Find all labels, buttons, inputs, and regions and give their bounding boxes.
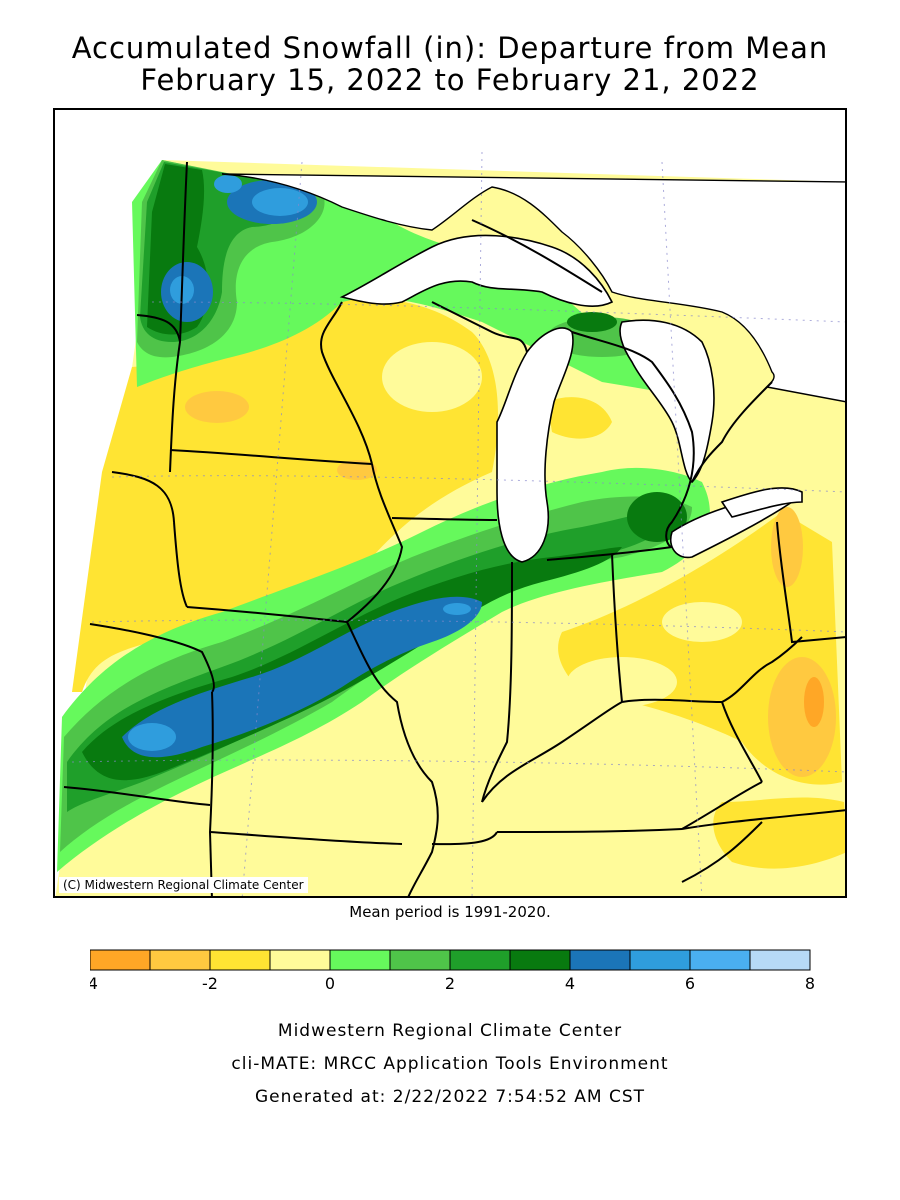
mo-il-mississippi: [346, 621, 439, 896]
il-in-border: [481, 561, 513, 803]
ky-ohio-river: [621, 636, 803, 704]
mi-in-oh-border: [546, 546, 673, 561]
lake-ontario-area: [720, 487, 803, 518]
colorbar-bin: [209, 949, 271, 971]
map-title: Accumulated Snowfall (in): Departure fro…: [71, 31, 829, 65]
canada-us-east: [691, 381, 773, 483]
ne-ia-border: [89, 623, 215, 693]
mi-up-border: [471, 219, 603, 293]
colorbar-tick-label: 0: [325, 974, 335, 993]
colorbar-bin: [689, 949, 751, 971]
tn-va-border: [681, 809, 845, 830]
colorbar-tick-label: 2: [445, 974, 455, 993]
region-lower-mi-snow: [627, 492, 687, 542]
map-date-range: February 15, 2022 to February 21, 2022: [140, 63, 760, 97]
colorbar-bin: [329, 949, 391, 971]
colorbar-bin: [389, 949, 451, 971]
state-boundaries: [63, 161, 845, 896]
oh-pa-border: [776, 521, 845, 644]
mean-period-note: Mean period is 1991-2020.: [349, 903, 551, 921]
colorbar-ticks: -4 -2 0 2 4 6 8: [90, 974, 815, 993]
lake-superior: [339, 234, 614, 307]
in-oh-border: [611, 553, 623, 703]
colorbar-tick-label: 8: [805, 974, 815, 993]
region-band-heavy-5: [128, 723, 176, 751]
copyright-note: (C) Midwestern Regional Climate Center: [59, 877, 308, 893]
colorbar-tick-label: 6: [685, 974, 695, 993]
region-departure-minus-3: [804, 677, 824, 727]
colorbar-tick-label: -4: [90, 974, 98, 993]
colorbar-bin: [749, 949, 811, 971]
colorbar-bin: [569, 949, 631, 971]
ia-il-mississippi: [346, 463, 404, 623]
ne-ks-border: [63, 786, 211, 806]
canada-area: [221, 173, 845, 403]
ia-mn-south: [173, 521, 188, 608]
sd-ne-border: [111, 471, 175, 523]
ks-mo-border: [209, 691, 214, 833]
footer-generated-time: Generated at: 2/22/2022 7:54:52 AM CST: [254, 1087, 646, 1107]
colorbar-bin: [629, 949, 691, 971]
ky-va-border: [681, 781, 763, 830]
ky-in-ohio-river: [481, 701, 623, 803]
region-up-snow-2: [567, 312, 617, 332]
colorbar-tick-label: -2: [202, 974, 218, 993]
colorbar-bins: [90, 949, 811, 971]
mn-wi-border: [320, 301, 373, 465]
mi-up-wi-border: [431, 301, 528, 353]
region-near-normal: [382, 342, 742, 707]
graticule: [71, 151, 845, 896]
ky-wv-border: [721, 701, 763, 783]
mi-lower-outline: [571, 331, 695, 548]
va-nc-border: [681, 821, 763, 883]
ky-tn-border: [496, 828, 683, 833]
mn-ia-border: [169, 449, 373, 465]
colorbar-bin: [90, 949, 151, 971]
colorbar-bin: [149, 949, 211, 971]
map-canvas: [55, 151, 845, 896]
colorbar-bin: [269, 949, 331, 971]
colorbar-bin: [509, 949, 571, 971]
snowfall-map: (C) Midwestern Regional Climate Center: [53, 108, 847, 898]
tn-south: [431, 831, 498, 846]
great-lakes: [339, 234, 803, 563]
region-north-heavy-snow: [161, 175, 317, 322]
colorbar-tick-label: 4: [565, 974, 575, 993]
mo-ar-border: [209, 831, 403, 845]
wi-il-border: [391, 517, 498, 521]
colorbar-bin: [449, 949, 511, 971]
footer-tool-name: cli-MATE: MRCC Application Tools Environ…: [231, 1054, 669, 1074]
footer-organization: Midwestern Regional Climate Center: [277, 1021, 623, 1041]
colorbar-legend: -4 -2 0 2 4 6 8: [90, 949, 815, 993]
region-band-heavy-5b: [443, 603, 471, 615]
nd-mn-canada: [136, 314, 181, 343]
